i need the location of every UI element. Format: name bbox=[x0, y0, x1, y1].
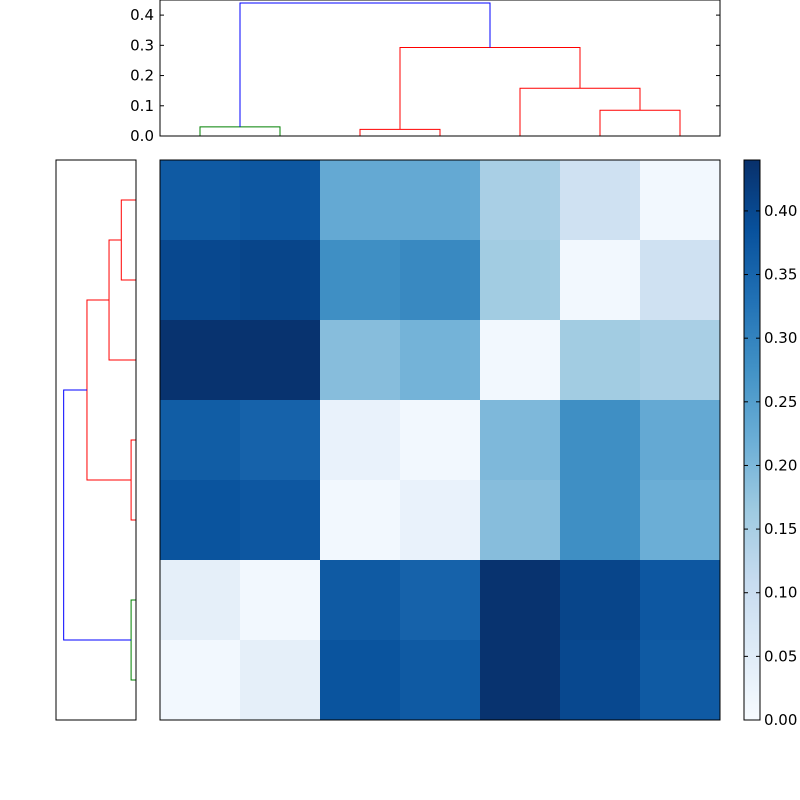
heatmap-cell-r1-c4 bbox=[480, 240, 561, 321]
heatmap-cell-r6-c2 bbox=[320, 640, 401, 721]
heatmap bbox=[159, 159, 721, 721]
heatmap-cell-r3-c3 bbox=[400, 400, 481, 481]
left-link-e bbox=[130, 599, 136, 681]
heatmap-cell-r2-c1 bbox=[240, 320, 321, 401]
heatmap-cell-r2-c6 bbox=[640, 320, 721, 401]
colorbar-ticks: 0.00 0.05 0.10 0.15 0.20 0.25 0.30 0.35 0.40 bbox=[744, 202, 797, 729]
colorbar-tick-label: 0.05 bbox=[764, 647, 797, 665]
top-y-tick-label: 0.3 bbox=[130, 36, 154, 54]
heatmap-cell-r6-c4 bbox=[480, 640, 561, 721]
heatmap-cell-r1-c1 bbox=[240, 240, 321, 321]
heatmap-cell-r3-c4 bbox=[480, 400, 561, 481]
heatmap-cell-r5-c3 bbox=[400, 560, 481, 641]
top-dendrogram-y-axis: 0.0 0.1 0.2 0.3 0.4 bbox=[130, 6, 720, 145]
heatmap-cell-r4-c0 bbox=[160, 480, 241, 561]
heatmap-cell-r5-c4 bbox=[480, 560, 561, 641]
heatmap-cell-r5-c0 bbox=[160, 560, 241, 641]
heatmap-cell-r0-c1 bbox=[240, 160, 321, 241]
top-y-tick-label: 0.1 bbox=[130, 97, 154, 115]
top-dendrogram-links bbox=[199, 2, 681, 136]
top-link-c bbox=[599, 109, 681, 136]
top-link-d bbox=[519, 87, 641, 136]
left-link-a bbox=[120, 199, 136, 281]
heatmap-cell-r0-c5 bbox=[560, 160, 641, 241]
colorbar-tick-label: 0.15 bbox=[764, 520, 797, 538]
heatmap-cell-r6-c3 bbox=[400, 640, 481, 721]
top-dendrogram: 0.0 0.1 0.2 0.3 0.4 bbox=[130, 0, 721, 145]
top-y-tick-label: 0.2 bbox=[130, 67, 154, 85]
left-dendrogram-links bbox=[63, 199, 136, 681]
heatmap-cell-r3-c5 bbox=[560, 400, 641, 481]
heatmap-cell-r4-c6 bbox=[640, 480, 721, 561]
colorbar-tick-label: 0.00 bbox=[764, 711, 797, 729]
heatmap-cells bbox=[160, 160, 721, 721]
colorbar-tick-label: 0.40 bbox=[764, 202, 797, 220]
heatmap-cell-r5-c5 bbox=[560, 560, 641, 641]
top-y-tick-label: 0.4 bbox=[130, 6, 154, 24]
heatmap-cell-r1-c6 bbox=[640, 240, 721, 321]
colorbar-frame bbox=[743, 159, 761, 721]
heatmap-cell-r2-c3 bbox=[400, 320, 481, 401]
heatmap-cell-r4-c5 bbox=[560, 480, 641, 561]
colorbar-tick-label: 0.25 bbox=[764, 393, 797, 411]
heatmap-cell-r1-c3 bbox=[400, 240, 481, 321]
heatmap-cell-r3-c1 bbox=[240, 400, 321, 481]
heatmap-cell-r0-c4 bbox=[480, 160, 561, 241]
heatmap-cell-r1-c2 bbox=[320, 240, 401, 321]
left-link-f bbox=[63, 389, 132, 641]
heatmap-cell-r4-c1 bbox=[240, 480, 321, 561]
heatmap-cell-r6-c0 bbox=[160, 640, 241, 721]
colorbar-tick-label: 0.10 bbox=[764, 584, 797, 602]
heatmap-cell-r5-c2 bbox=[320, 560, 401, 641]
heatmap-cell-r6-c6 bbox=[640, 640, 721, 721]
heatmap-cell-r4-c2 bbox=[320, 480, 401, 561]
heatmap-cell-r3-c0 bbox=[160, 400, 241, 481]
heatmap-cell-r5-c1 bbox=[240, 560, 321, 641]
colorbar: 0.00 0.05 0.10 0.15 0.20 0.25 0.30 0.35 0.40 bbox=[743, 159, 797, 729]
left-dendrogram-frame bbox=[55, 159, 137, 721]
heatmap-cell-r0-c3 bbox=[400, 160, 481, 241]
heatmap-cell-r0-c2 bbox=[320, 160, 401, 241]
heatmap-cell-r2-c2 bbox=[320, 320, 401, 401]
left-link-c bbox=[130, 439, 136, 521]
heatmap-cell-r4-c4 bbox=[480, 480, 561, 561]
top-link-f bbox=[239, 2, 491, 127]
left-link-b bbox=[108, 239, 136, 361]
left-dendrogram bbox=[55, 159, 137, 721]
heatmap-cell-r4-c3 bbox=[400, 480, 481, 561]
heatmap-cell-r0-c0 bbox=[160, 160, 241, 241]
heatmap-cell-r2-c4 bbox=[480, 320, 561, 401]
colorbar-tick-label: 0.20 bbox=[764, 456, 797, 474]
heatmap-cell-r3-c2 bbox=[320, 400, 401, 481]
heatmap-cell-r0-c6 bbox=[640, 160, 721, 241]
heatmap-cell-r6-c5 bbox=[560, 640, 641, 721]
top-y-tick-label: 0.0 bbox=[130, 127, 154, 145]
colorbar-gradient bbox=[744, 160, 760, 720]
heatmap-cell-r3-c6 bbox=[640, 400, 721, 481]
heatmap-cell-r2-c0 bbox=[160, 320, 241, 401]
top-link-a bbox=[199, 126, 281, 136]
top-dendrogram-frame bbox=[159, 0, 721, 137]
top-link-b bbox=[359, 128, 441, 136]
heatmap-cell-r6-c1 bbox=[240, 640, 321, 721]
heatmap-frame bbox=[159, 159, 721, 721]
heatmap-cell-r1-c5 bbox=[560, 240, 641, 321]
heatmap-cell-r5-c6 bbox=[640, 560, 721, 641]
colorbar-tick-label: 0.30 bbox=[764, 329, 797, 347]
heatmap-cell-r1-c0 bbox=[160, 240, 241, 321]
colorbar-tick-label: 0.35 bbox=[764, 266, 797, 284]
heatmap-cell-r2-c5 bbox=[560, 320, 641, 401]
